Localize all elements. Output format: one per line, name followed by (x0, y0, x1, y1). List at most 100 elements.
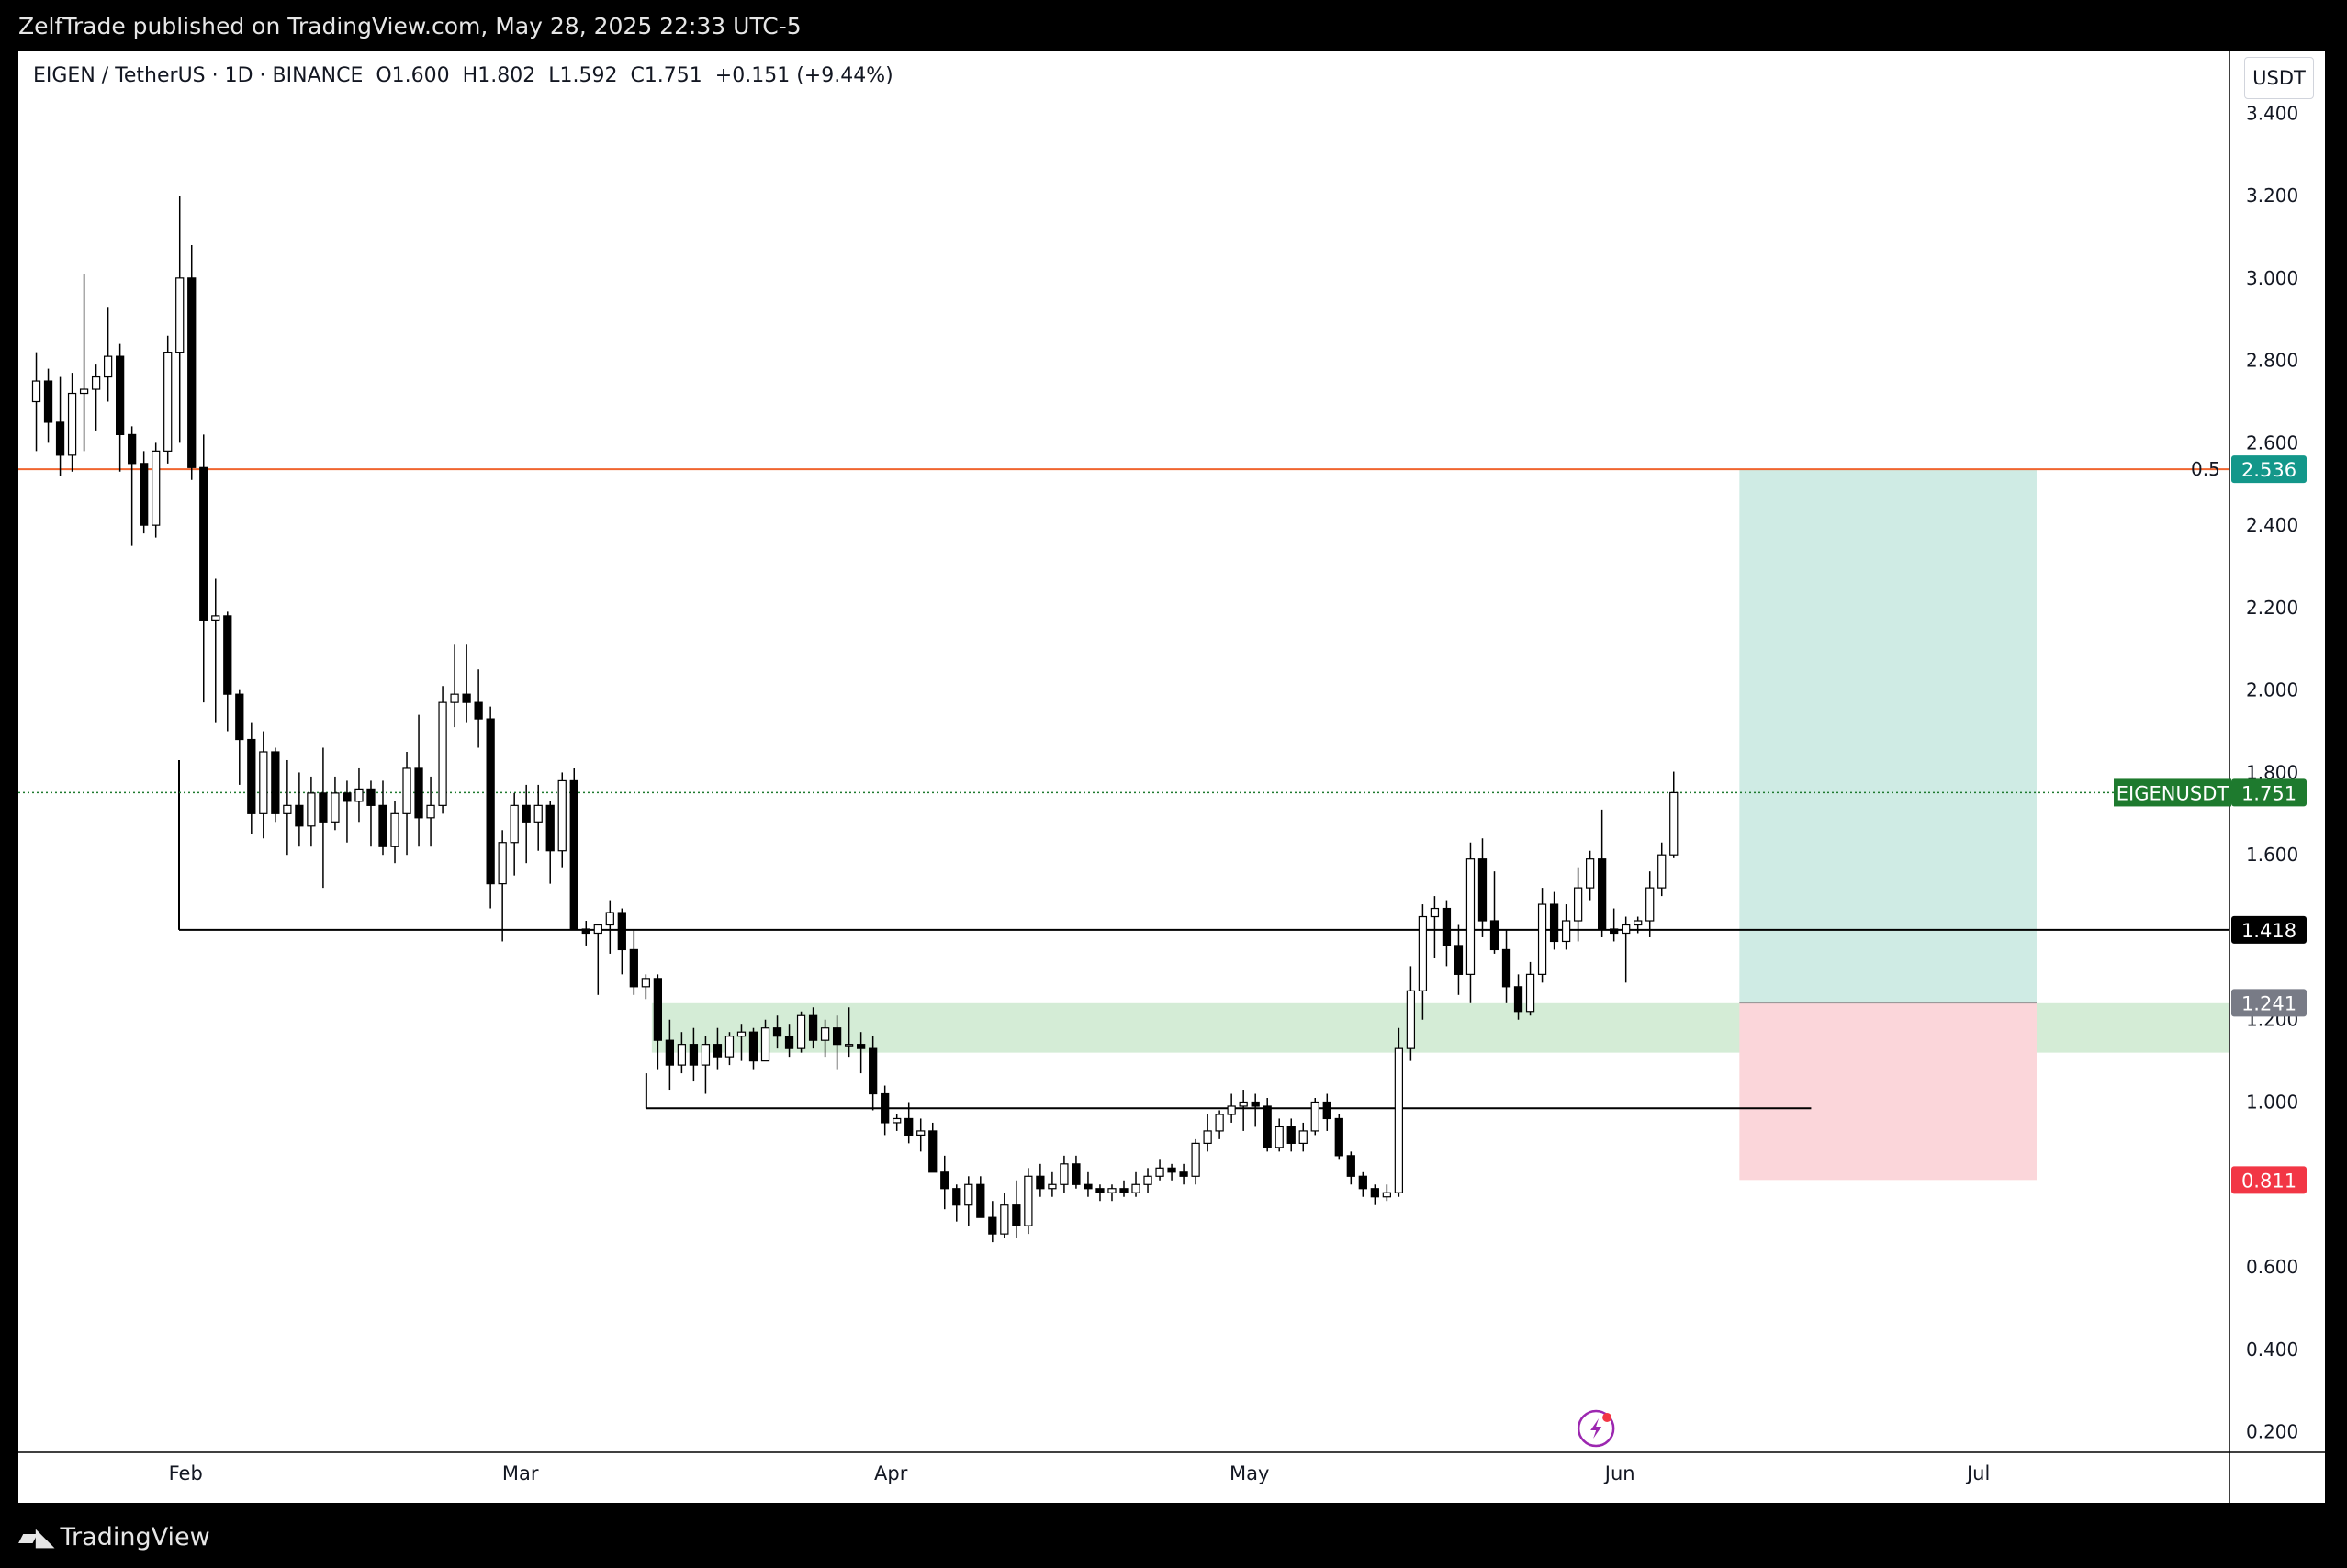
candle-up (1657, 854, 1667, 889)
candle-up (163, 352, 173, 452)
tradingview-logo[interactable]: ▰◣ TradingView (18, 1523, 210, 1551)
legend-close: C1.751 (630, 64, 702, 87)
y-tick-label: 1.000 (2246, 1092, 2298, 1114)
candle-down (522, 804, 531, 823)
candle-up (1060, 1163, 1069, 1185)
y-tick-label: 1.600 (2246, 844, 2298, 866)
x-tick-label: Jun (1603, 1462, 1635, 1484)
candle-up (283, 804, 292, 814)
candle-down (689, 1044, 699, 1066)
resistance-price-badge-value: 1.418 (2241, 920, 2296, 942)
candle-down (1454, 945, 1464, 975)
candle-up (1215, 1114, 1224, 1132)
candle-down (1263, 1105, 1272, 1148)
candle-up (916, 1130, 926, 1137)
entry-price-badge-bg (2231, 989, 2307, 1017)
publisher-text: ZelfTrade published on TradingView.com, … (18, 13, 802, 39)
candle-down (1442, 907, 1452, 946)
candle-up (331, 792, 340, 823)
last-price-badge-label: EIGENUSDT (2117, 782, 2229, 804)
candle-down (832, 1027, 842, 1046)
candle-up (438, 701, 447, 806)
candle-up (964, 1183, 973, 1206)
candle-down (378, 804, 387, 847)
candle-down (748, 1031, 758, 1062)
entry-price-badge: 1.241 (2231, 989, 2307, 1017)
candle-up (605, 912, 614, 926)
currency-button[interactable]: USDT (2244, 57, 2314, 99)
candle-up (736, 1031, 747, 1037)
candle-down (140, 463, 149, 526)
candle-down (1036, 1175, 1045, 1190)
candle-down (1286, 1126, 1296, 1144)
candle-up (510, 804, 519, 844)
candle-up (402, 767, 411, 814)
target-price-badge-value: 2.536 (2241, 459, 2296, 481)
candle-up (1406, 990, 1416, 1049)
candle-up (557, 779, 567, 852)
candle-down (772, 1027, 782, 1037)
y-tick-label: 2.800 (2246, 350, 2298, 372)
candle-down (869, 1047, 878, 1095)
candle-down (271, 751, 280, 814)
candle-up (760, 1027, 770, 1062)
candle-up (211, 615, 220, 621)
candle-up (354, 788, 364, 802)
candle-down (976, 1183, 985, 1218)
candle-up (593, 924, 602, 935)
candle-up (103, 355, 113, 378)
candle-down (1358, 1175, 1367, 1190)
candle-up (1000, 1204, 1009, 1235)
candle-up (701, 1044, 711, 1066)
chart-panel[interactable]: 0.5 3.400 3.200 3.000 2.800 2.600 2.400 2.200 2.… (18, 51, 2325, 1503)
x-tick-label: Apr (874, 1462, 908, 1484)
candle-down (928, 1130, 938, 1173)
candle-up (1561, 920, 1571, 943)
resistance-price-badge: 1.418 (2231, 915, 2307, 944)
candle-up (1203, 1130, 1212, 1144)
candle-down (1513, 986, 1523, 1013)
candle-down (1346, 1155, 1355, 1177)
last-price-badge-label-bg (2114, 778, 2231, 807)
y-tick-label: 3.200 (2246, 185, 2298, 207)
candle-down (223, 615, 232, 695)
candle-up (1155, 1167, 1164, 1177)
last-price-badge: 1.751 EIGENUSDT (2114, 778, 2307, 807)
y-tick-label: 0.400 (2246, 1338, 2298, 1361)
candle-down (940, 1171, 949, 1190)
candle-up (1143, 1175, 1152, 1185)
candle-up (1131, 1183, 1140, 1193)
candle-up (498, 842, 507, 885)
candle-down (881, 1092, 890, 1124)
legend-change: +0.151 (+9.44%) (714, 64, 893, 87)
candle-down (187, 277, 197, 468)
candle-up (67, 392, 77, 456)
legend-pair[interactable]: EIGEN / TetherUS · 1D · BINANCE (33, 64, 364, 87)
candle-down (343, 792, 352, 802)
chart-canvas[interactable]: 0.5 3.400 3.200 3.000 2.800 2.600 2.400 2.200 2.… (18, 51, 2325, 1503)
candle-up (1298, 1130, 1308, 1144)
candle-down (1598, 858, 1607, 930)
footer-bar: ▰◣ TradingView (0, 1503, 2347, 1568)
candle-down (235, 693, 244, 741)
candle-down (904, 1117, 914, 1137)
candle-down (319, 792, 328, 823)
target-price-badge-bg (2231, 455, 2307, 484)
candle-down (545, 804, 555, 852)
candle-up (1585, 858, 1595, 889)
candle-up (79, 388, 89, 395)
entry-price-badge-value: 1.241 (2241, 992, 2296, 1014)
legend-high: H1.802 (462, 64, 536, 87)
stop-price-badge: 0.811 (2231, 1166, 2307, 1194)
y-tick-label: 2.400 (2246, 514, 2298, 536)
last-price-badge-bg (2231, 778, 2307, 807)
candle-down (1477, 858, 1488, 922)
candle-up (1525, 973, 1535, 1013)
candle-down (952, 1188, 961, 1206)
publisher-bar: ZelfTrade published on TradingView.com, … (0, 0, 2347, 51)
candle-up (1191, 1142, 1200, 1177)
x-tick-label: May (1230, 1462, 1269, 1484)
tradingview-mark-icon: ▰◣ (18, 1523, 55, 1551)
candle-up (1645, 887, 1655, 922)
y-tick-label: 3.000 (2246, 267, 2298, 289)
